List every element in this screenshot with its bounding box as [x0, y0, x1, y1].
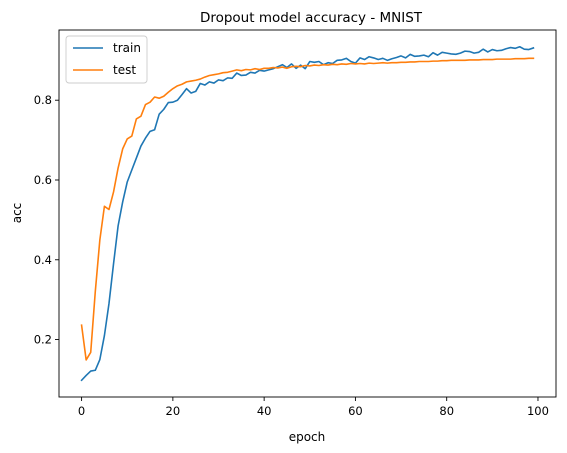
plot-frame: [58, 29, 557, 398]
legend-label-train: train: [113, 41, 141, 55]
x-tick-label: 100: [527, 404, 549, 418]
legend-label-test: test: [113, 63, 136, 77]
plot-area: [58, 29, 557, 398]
y-axis-label: acc: [10, 203, 24, 224]
x-tick-label: 0: [78, 404, 85, 418]
y-tick-label: 0.2: [34, 333, 52, 347]
y-tick-label: 0.8: [34, 93, 52, 107]
x-axis-label: epoch: [289, 430, 326, 444]
plot-background: [59, 30, 556, 397]
y-tick-label: 0.6: [34, 173, 52, 187]
x-tick-label: 80: [439, 404, 454, 418]
x-tick-label: 60: [348, 404, 363, 418]
x-tick-label: 40: [257, 404, 272, 418]
legend: train test: [65, 35, 148, 84]
x-tick-label: 20: [166, 404, 181, 418]
series-layer: [80, 45, 535, 382]
y-axis: 0.2 0.4 0.6 0.8: [34, 93, 59, 347]
chart-title: Dropout model accuracy - MNIST: [200, 10, 423, 26]
series-line-test: [80, 57, 535, 361]
x-axis: 0 20 40 60 80 100: [78, 397, 549, 418]
y-tick-label: 0.4: [34, 253, 52, 267]
